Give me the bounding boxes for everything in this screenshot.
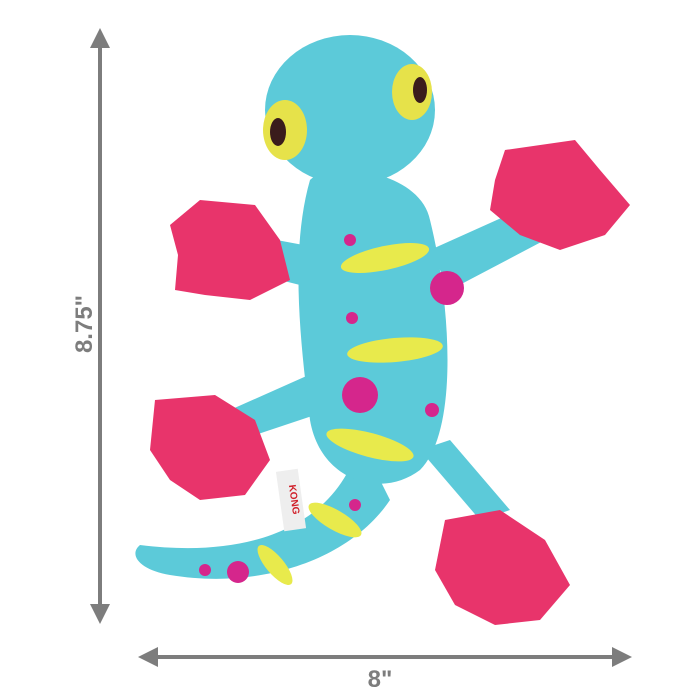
width-dimension-label: 8"	[367, 666, 393, 693]
kong-tag: KONG	[275, 468, 307, 532]
height-dimension-label: 8.75"	[71, 294, 98, 354]
foot-lower-left	[150, 395, 270, 500]
width-dimension-arrow	[138, 647, 632, 667]
gecko-toy: KONG	[135, 35, 630, 625]
foot-upper-left	[170, 200, 290, 300]
foot-lower-right	[435, 510, 570, 625]
foot-upper-right	[490, 140, 630, 250]
svg-text:KONG: KONG	[286, 484, 301, 515]
height-dimension-arrow	[90, 28, 110, 624]
